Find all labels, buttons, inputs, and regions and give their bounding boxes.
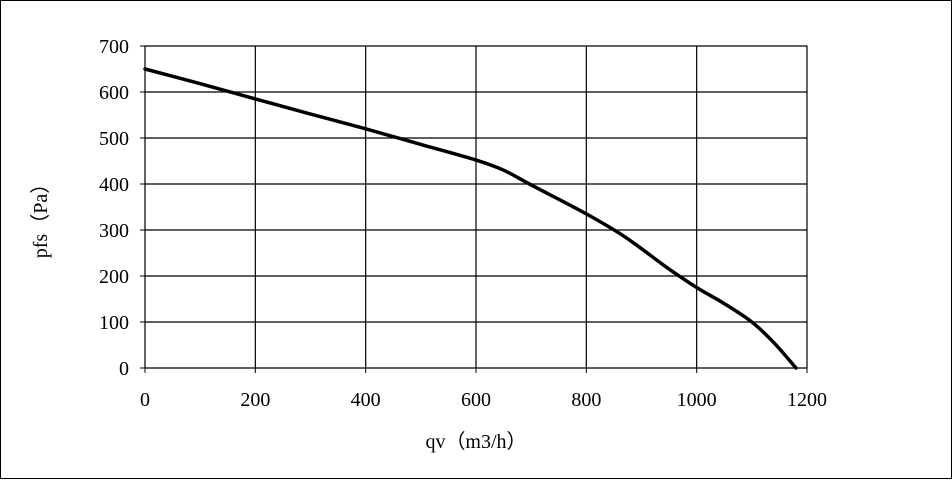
y-tick-label: 0 [119, 358, 129, 380]
y-tick-label: 300 [99, 220, 129, 242]
y-tick-label: 600 [99, 82, 129, 104]
grid-lines [144, 45, 808, 369]
y-axis-title: pfs（Pa） [29, 174, 52, 258]
y-tick-label: 200 [99, 266, 129, 288]
x-tick-label: 800 [571, 389, 601, 411]
y-tick-label: 100 [99, 312, 129, 334]
x-tick-label: 0 [140, 389, 150, 411]
x-tick-label: 1000 [677, 389, 717, 411]
y-tick-label: 400 [99, 174, 129, 196]
x-axis-ticks: 0 200 400 600 800 1000 1200 [140, 368, 827, 411]
data-series [143, 67, 798, 370]
x-tick-label: 600 [461, 389, 491, 411]
y-tick-label: 700 [99, 36, 129, 58]
x-axis-title: qv（m3/h） [425, 430, 526, 453]
x-tick-label: 1200 [787, 389, 827, 411]
y-axis-ticks: 0 100 200 300 400 500 600 700 [99, 36, 145, 380]
pressure-curve-line [143, 67, 798, 370]
y-tick-label: 500 [99, 128, 129, 150]
x-tick-label: 200 [240, 389, 270, 411]
x-tick-label: 400 [351, 389, 381, 411]
